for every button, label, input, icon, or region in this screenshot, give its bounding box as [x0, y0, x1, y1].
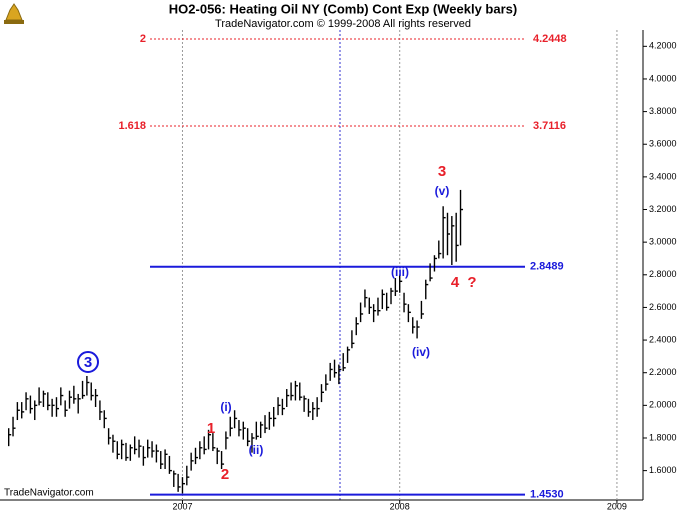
y-tick-label: 3.6000 — [649, 139, 677, 149]
y-tick-label: 2.8000 — [649, 269, 677, 279]
fib-ratio: 2 — [140, 33, 146, 45]
wave-label: 4 — [451, 274, 460, 291]
chart-subtitle: TradeNavigator.com © 1999-2008 All right… — [215, 18, 471, 30]
y-tick-label: 3.2000 — [649, 204, 677, 214]
y-tick-label: 2.0000 — [649, 400, 677, 410]
wave-label: (ii) — [249, 443, 264, 457]
y-tick-label: 2.2000 — [649, 367, 677, 377]
chart-title: HO2-056: Heating Oil NY (Comb) Cont Exp … — [169, 1, 517, 16]
y-tick-label: 3.0000 — [649, 237, 677, 247]
wave-label: ? — [467, 274, 476, 291]
y-tick-label: 3.8000 — [649, 106, 677, 116]
wave-label: 3 — [84, 354, 92, 371]
y-tick-label: 2.4000 — [649, 334, 677, 344]
fib-value: 3.7116 — [533, 120, 566, 132]
wave-label: (iii) — [391, 265, 409, 279]
wave-label: (iv) — [412, 345, 430, 359]
y-tick-label: 3.4000 — [649, 171, 677, 181]
watermark: TradeNavigator.com — [4, 488, 94, 499]
support-value: 2.8489 — [530, 261, 564, 273]
support-value: 1.4530 — [530, 489, 564, 501]
y-tick-label: 4.2000 — [649, 41, 677, 51]
y-tick-label: 4.0000 — [649, 73, 677, 83]
wave-label: (i) — [220, 400, 231, 414]
fib-value: 4.2448 — [533, 33, 567, 45]
x-tick-label: 2007 — [172, 501, 192, 511]
wave-label: 2 — [221, 466, 229, 483]
wave-label: 3 — [438, 163, 446, 180]
wave-circle — [77, 351, 99, 373]
y-tick-label: 2.6000 — [649, 302, 677, 312]
wave-label: 1 — [207, 420, 215, 437]
x-tick-label: 2008 — [390, 501, 410, 511]
y-tick-label: 1.8000 — [649, 432, 677, 442]
y-tick-label: 1.6000 — [649, 465, 677, 475]
x-tick-label: 2009 — [607, 501, 627, 511]
logo — [4, 3, 24, 24]
wave-label: (v) — [435, 184, 450, 198]
fib-ratio: 1.618 — [118, 120, 146, 132]
